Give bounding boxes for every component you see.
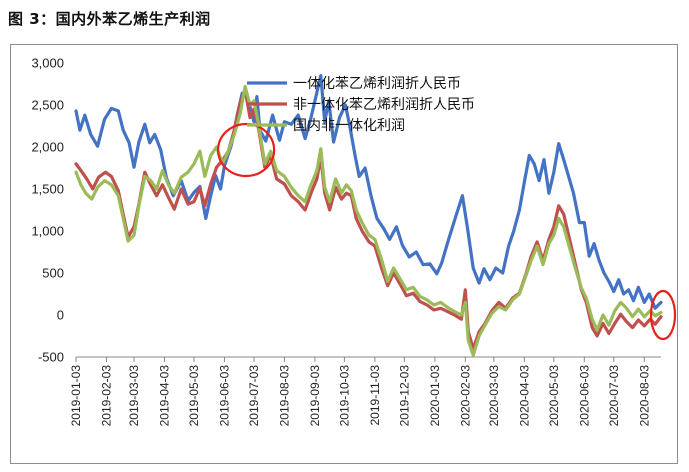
- chart-frame: 3,000 2,500 2,000 1,500 1,000 500 0 -500 2019-0…: [10, 44, 678, 464]
- y-tick-label: 3,000: [31, 56, 64, 71]
- x-tick-label: 2019-10-03: [337, 365, 351, 427]
- y-axis-ticks: 3,000 2,500 2,000 1,500 1,000 500 0 -500: [31, 56, 64, 365]
- highlight-circle-1: [216, 122, 276, 178]
- y-tick-label: 2,500: [31, 98, 64, 113]
- y-tick-label: -500: [38, 350, 64, 365]
- legend-label: 国内非一体化利润: [293, 118, 405, 134]
- x-tick-label: 2019-02-03: [99, 365, 113, 427]
- legend-label: 一体化苯乙烯利润折人民币: [293, 75, 461, 92]
- series-layer: [74, 74, 663, 357]
- x-axis: 2019-01-03 2019-02-03 2019-03-03 2019-04-03…: [69, 356, 661, 427]
- y-tick-label: 1,500: [31, 182, 64, 197]
- x-tick-label: 2019-04-03: [157, 365, 171, 427]
- x-tick-label: 2019-01-03: [69, 365, 83, 427]
- x-tick-label: 2020-01-03: [428, 365, 442, 427]
- annotation-layer: [216, 122, 677, 341]
- y-tick-label: 2,000: [31, 140, 64, 155]
- x-tick-label: 2019-03-03: [127, 365, 141, 427]
- x-tick-label: 2020-03-03: [487, 365, 501, 427]
- x-tick-label: 2019-11-03: [368, 365, 382, 426]
- x-tick-label: 2019-08-03: [277, 365, 291, 427]
- figure-title: 图 3：国内外苯乙烯生产利润: [8, 10, 211, 28]
- y-tick-label: 1,000: [31, 224, 64, 239]
- line-chart: 3,000 2,500 2,000 1,500 1,000 500 0 -500 2019-0…: [31, 56, 677, 427]
- x-tick-label: 2020-07-03: [607, 365, 621, 427]
- y-tick-label: 0: [57, 308, 64, 323]
- x-tick-label: 2020-04-03: [517, 365, 531, 427]
- x-tick-label: 2020-05-03: [547, 365, 561, 427]
- x-tick-label: 2019-12-03: [397, 365, 411, 427]
- x-tick-label: 2020-08-03: [637, 365, 651, 427]
- x-tick-label: 2020-06-03: [577, 365, 591, 427]
- x-tick-label: 2020-02-03: [458, 365, 472, 427]
- legend-label: 非一体化苯乙烯利润折人民币: [293, 96, 475, 113]
- x-tick-label: 2019-06-03: [217, 365, 231, 427]
- y-tick-label: 500: [42, 266, 64, 281]
- x-tick-label: 2019-07-03: [247, 365, 261, 427]
- series-line-3: [74, 84, 663, 357]
- highlight-circle-2: [649, 289, 677, 341]
- x-tick-label: 2019-05-03: [187, 365, 201, 427]
- x-tick-label: 2019-09-03: [308, 365, 322, 427]
- series-line-2: [74, 88, 663, 351]
